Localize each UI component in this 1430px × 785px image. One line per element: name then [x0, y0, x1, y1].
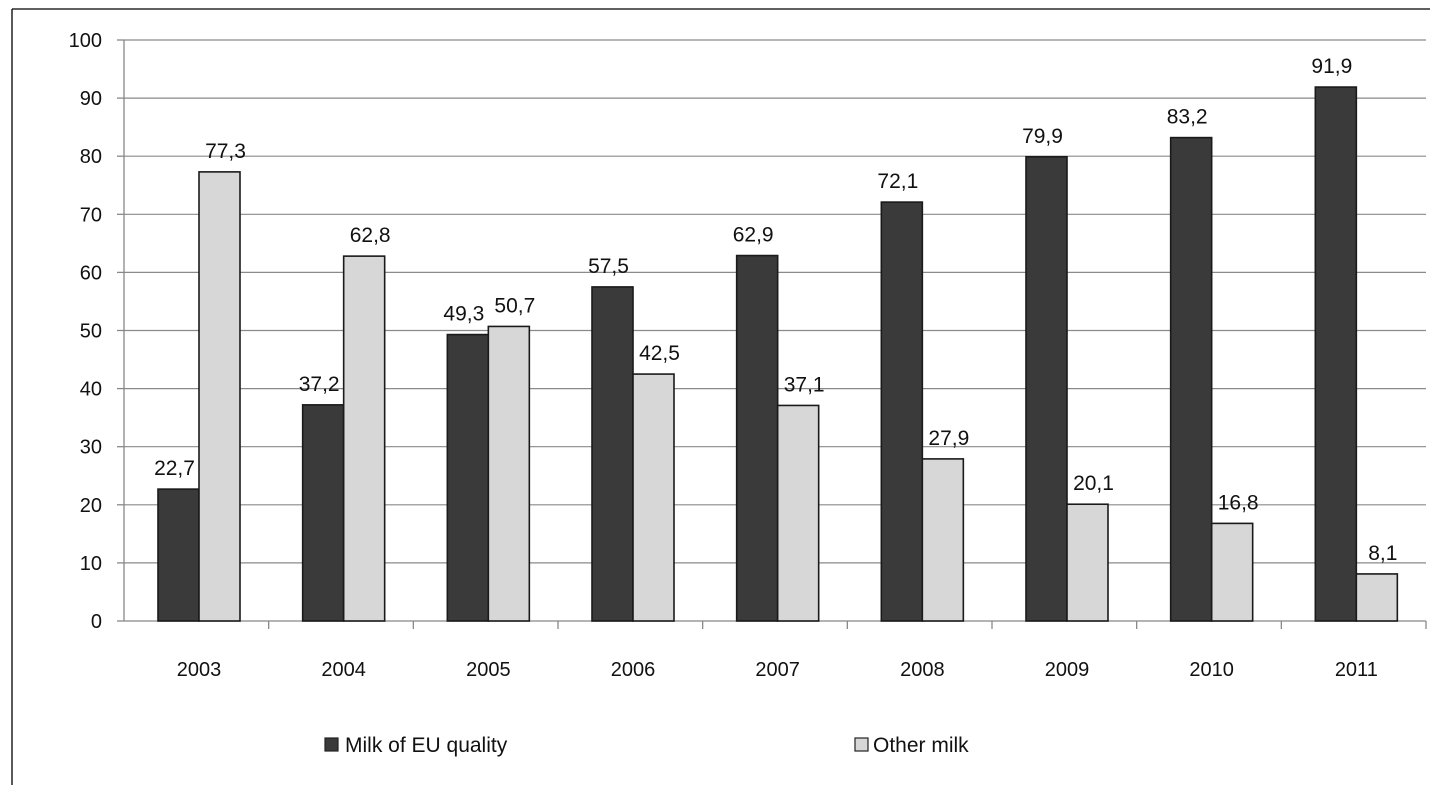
data-label-eu-quality: 83,2 [1167, 106, 1208, 129]
legend-swatch-other-milk [854, 737, 869, 752]
legend-label-other-milk: Other milk [873, 734, 969, 757]
bar-other-milk [198, 171, 241, 622]
bar-eu-quality [446, 333, 490, 622]
x-axis-ticks: 2003 2004 2005 2006 2007 2008 2009 2010 2011 [177, 659, 1378, 681]
bar-eu-quality [1169, 136, 1213, 622]
y-tick-label: 0 [91, 611, 102, 633]
bar-other-milk [1210, 522, 1254, 622]
x-tick-label: 2009 [1045, 659, 1090, 681]
data-label-other-milk: 42,5 [639, 342, 680, 365]
legend-swatch-eu-quality [324, 737, 339, 752]
bar-other-milk [487, 325, 531, 622]
data-label-other-milk: 27,9 [928, 427, 969, 450]
x-tick-label: 2004 [321, 659, 366, 681]
bar-other-milk [921, 458, 965, 622]
y-tick-label: 20 [80, 495, 102, 517]
y-tick-label: 60 [80, 262, 102, 284]
bar-eu-quality [157, 488, 200, 622]
y-tick-label: 70 [80, 204, 102, 226]
bar-eu-quality [1025, 155, 1068, 622]
y-tick-label: 90 [80, 88, 102, 110]
legend-label-eu-quality: Milk of EU quality [345, 734, 508, 757]
x-tick-label: 2008 [900, 659, 945, 681]
bar-eu-quality [591, 286, 634, 622]
y-tick-label: 40 [80, 379, 102, 401]
data-label-other-milk: 16,8 [1218, 491, 1259, 514]
data-label-eu-quality: 49,3 [443, 303, 484, 326]
y-tick-label: 10 [80, 553, 102, 575]
bar-eu-quality [1314, 86, 1358, 622]
data-label-other-milk: 62,8 [350, 224, 391, 247]
y-axis-ticks: 0 10 20 30 40 50 60 70 80 90 100 [69, 30, 102, 633]
bar-other-milk [1355, 573, 1399, 622]
data-label-eu-quality: 79,9 [1022, 125, 1063, 148]
data-label-eu-quality: 72,1 [877, 170, 918, 193]
bar-other-milk [776, 404, 820, 622]
x-tick-label: 2011 [1335, 659, 1378, 681]
data-label-other-milk: 50,7 [494, 294, 535, 317]
x-tick-label: 2010 [1189, 659, 1234, 681]
data-label-eu-quality: 22,7 [154, 457, 195, 480]
bar-eu-quality [735, 254, 779, 622]
x-tick-label: 2003 [177, 659, 222, 681]
data-label-eu-quality: 91,9 [1311, 55, 1352, 78]
bar-other-milk [342, 255, 386, 622]
data-label-eu-quality: 57,5 [588, 255, 629, 278]
data-label-eu-quality: 62,9 [733, 224, 774, 247]
data-label-other-milk: 37,1 [784, 373, 825, 396]
x-tick-label: 2006 [611, 659, 656, 681]
data-label-other-milk: 20,1 [1073, 472, 1114, 495]
data-label-other-milk: 77,3 [205, 140, 246, 163]
x-tick-label: 2005 [466, 659, 511, 681]
bars [157, 86, 1399, 622]
bar-eu-quality [880, 201, 924, 622]
bar-other-milk [632, 373, 675, 622]
y-tick-label: 100 [69, 30, 102, 52]
data-label-other-milk: 8,1 [1368, 542, 1397, 565]
bar-eu-quality [301, 404, 345, 622]
data-labels: 22,7 77,3 37,2 62,8 49,3 50,7 57,5 42,5 62,9 37,1… [154, 55, 1397, 565]
bar-other-milk [1066, 503, 1109, 622]
legend: Milk of EU quality Other milk [324, 734, 969, 757]
y-tick-label: 30 [80, 437, 102, 459]
y-tick-label: 50 [80, 321, 102, 343]
data-label-eu-quality: 37,2 [299, 373, 340, 396]
y-tick-label: 80 [80, 146, 102, 168]
x-tick-label: 2007 [755, 659, 800, 681]
